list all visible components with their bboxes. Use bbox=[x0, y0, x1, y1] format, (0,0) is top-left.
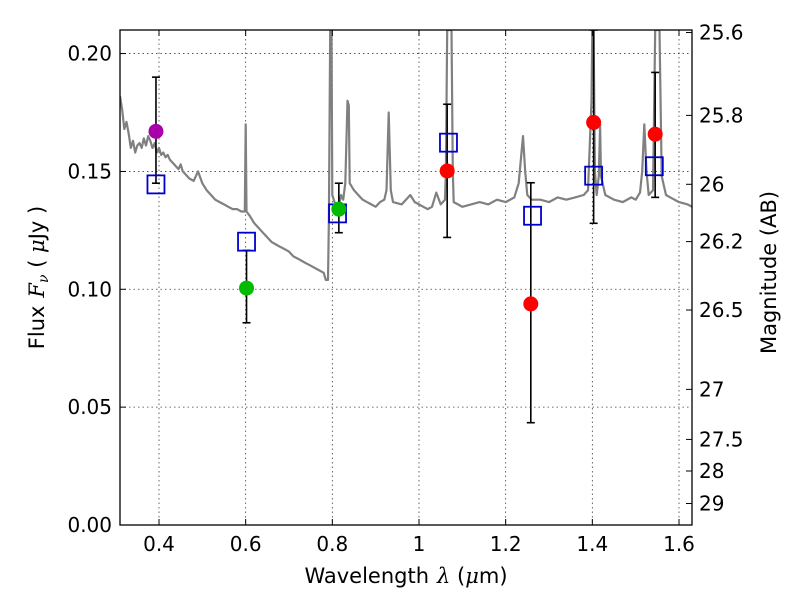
y-axis-label: FluxFν ( μJy ) bbox=[25, 206, 52, 349]
y-tick-label: 0.05 bbox=[67, 395, 112, 419]
y2-tick-label: 25.6 bbox=[699, 21, 744, 45]
model-photometry-square bbox=[584, 165, 604, 186]
observed-flux-point bbox=[523, 296, 539, 312]
y2-tick-label: 25.8 bbox=[699, 103, 744, 127]
y-tick-label: 0.20 bbox=[67, 42, 112, 66]
observed-flux-point bbox=[148, 123, 164, 139]
observed-flux-point bbox=[647, 126, 663, 142]
model-photometry-square bbox=[146, 174, 166, 195]
observed-flux-point bbox=[439, 163, 455, 179]
model-photometry-square bbox=[439, 132, 458, 153]
data-layer bbox=[120, 30, 692, 424]
x-axis-label: Wavelength λ (μm) bbox=[304, 564, 507, 588]
y2-tick-label: 27 bbox=[699, 377, 724, 401]
x-tick-label: 0.4 bbox=[143, 532, 175, 556]
y-tick-label: 0.00 bbox=[67, 513, 112, 537]
y2-tick-label: 29 bbox=[699, 492, 724, 516]
ticks: 0.4 0.6 0.8 1 1.2 1.4 1.6 0.00 0.05 0.10 0.15 0.20 2… bbox=[67, 21, 743, 556]
y2-tick-label: 28 bbox=[699, 459, 724, 483]
model-photometry-square bbox=[644, 156, 664, 177]
x-tick-label: 1.4 bbox=[576, 532, 608, 556]
model-photometry-square bbox=[523, 205, 542, 226]
y2-axis-label: Magnitude (AB) bbox=[757, 191, 781, 354]
y-tick-label: 0.15 bbox=[67, 159, 112, 183]
y2-tick-label: 26.5 bbox=[699, 298, 744, 322]
x-tick-label: 1 bbox=[413, 532, 426, 556]
x-tick-label: 0.8 bbox=[316, 532, 348, 556]
x-tick-label: 0.6 bbox=[230, 532, 262, 556]
y2-tick-label: 26 bbox=[699, 172, 724, 196]
x-tick-label: 1.6 bbox=[663, 532, 695, 556]
grid bbox=[120, 30, 692, 525]
observed-flux-point bbox=[239, 280, 255, 296]
observed-flux-point bbox=[586, 114, 602, 130]
y-tick-label: 0.10 bbox=[67, 277, 112, 301]
y2-tick-label: 26.2 bbox=[699, 230, 744, 254]
model-photometry-square bbox=[237, 231, 256, 252]
model-spectrum-line bbox=[120, 30, 692, 281]
x-axis-label-text: Wavelength bbox=[304, 564, 429, 588]
y2-tick-label: 27.5 bbox=[699, 427, 744, 451]
x-tick-label: 1.2 bbox=[490, 532, 522, 556]
plot-frame bbox=[119, 29, 693, 526]
observed-flux-point bbox=[331, 201, 347, 217]
